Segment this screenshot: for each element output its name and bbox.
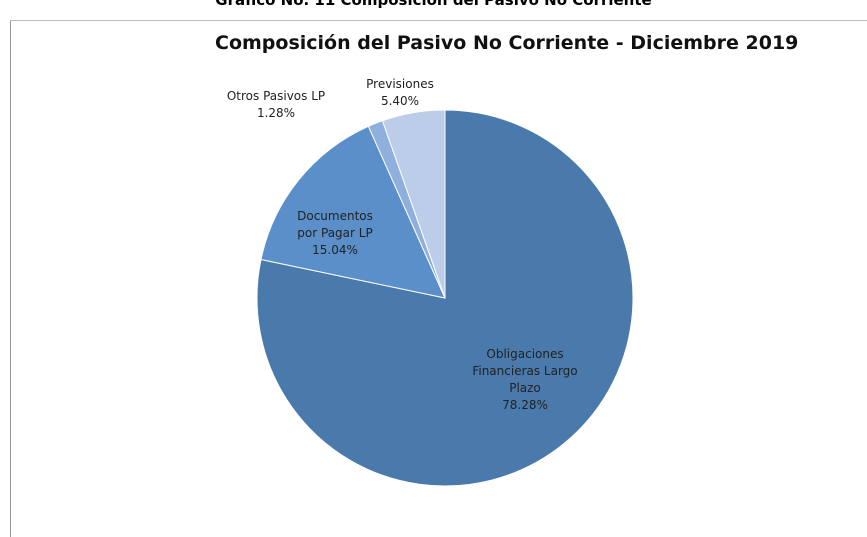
slice-value: 1.28% (256, 106, 296, 120)
slice-name: Documentos por Pagar LP (297, 209, 373, 240)
pie-slice (381, 109, 446, 299)
slice-name: Obligaciones Financieras Largo Plazo (472, 347, 578, 395)
pie-slice (260, 125, 446, 299)
slice-label: Otros Pasivos LP 1.28% (212, 88, 340, 122)
page-heading: Gráfico No. 11 Composición del Pasivo No… (215, 0, 652, 9)
slice-value: 78.28% (502, 398, 548, 412)
slice-label: Documentos por Pagar LP 15.04% (290, 208, 380, 259)
slice-label: Previsiones 5.40% (355, 76, 445, 110)
slice-name: Otros Pasivos LP (226, 89, 326, 103)
slice-value: 15.04% (312, 243, 358, 257)
slice-value: 5.40% (380, 94, 420, 108)
slice-label: Obligaciones Financieras Largo Plazo 78.2… (460, 346, 590, 414)
chart-title: Composición del Pasivo No Corriente - Di… (215, 32, 799, 54)
slice-name: Previsiones (366, 77, 434, 91)
